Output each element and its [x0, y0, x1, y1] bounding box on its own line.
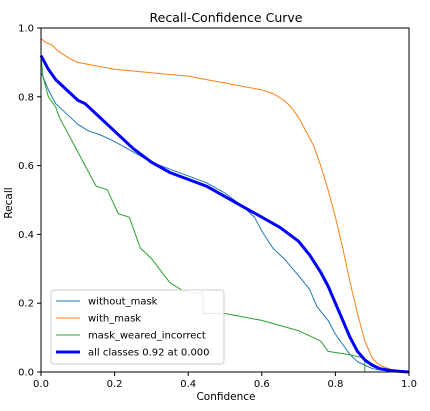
- series-line-1: [40, 37, 410, 373]
- ticks-layer: 0.0 0.2 0.4 0.6 0.8 1.0 0.0 0.2 0.4 0.6 0.8 1.0: [18, 24, 417, 391]
- chart-title: Recall-Confidence Curve: [150, 10, 303, 25]
- series-layer: [39, 37, 410, 374]
- y-tick-label: 0.2: [18, 299, 34, 310]
- y-tick-label: 0.4: [18, 230, 34, 241]
- x-tick-label: 0.6: [254, 379, 270, 390]
- legend-label-1: with_mask: [88, 314, 141, 325]
- legend-box: [50, 289, 225, 365]
- y-tick-label: 0.6: [18, 161, 34, 172]
- series-line-3: [39, 54, 410, 374]
- series-line-2: [40, 55, 366, 372]
- legend-label-3: all classes 0.92 at 0.000: [88, 348, 210, 359]
- legend-label-2: mask_weared_incorrect: [88, 331, 206, 342]
- y-tick-label: 1.0: [18, 24, 34, 35]
- legend-label-0: without_mask: [88, 297, 158, 308]
- x-tick-label: 0.4: [180, 379, 196, 390]
- legend-items: without_mask with_mask mask_weared_incorre…: [56, 297, 210, 359]
- plot-frame: [40, 27, 410, 373]
- y-tick-label: 0.8: [18, 92, 34, 103]
- x-axis-label: Confidence: [196, 391, 255, 403]
- series-line-0: [40, 72, 410, 373]
- x-tick-label: 0.2: [107, 379, 123, 390]
- y-axis-label: Recall: [3, 187, 15, 218]
- x-tick-label: 0.0: [33, 379, 49, 390]
- x-tick-label: 0.8: [327, 379, 343, 390]
- legend: without_mask with_mask mask_weared_incorre…: [50, 289, 225, 365]
- x-tick-label: 1.0: [401, 379, 417, 390]
- y-tick-label: 0.0: [18, 368, 34, 379]
